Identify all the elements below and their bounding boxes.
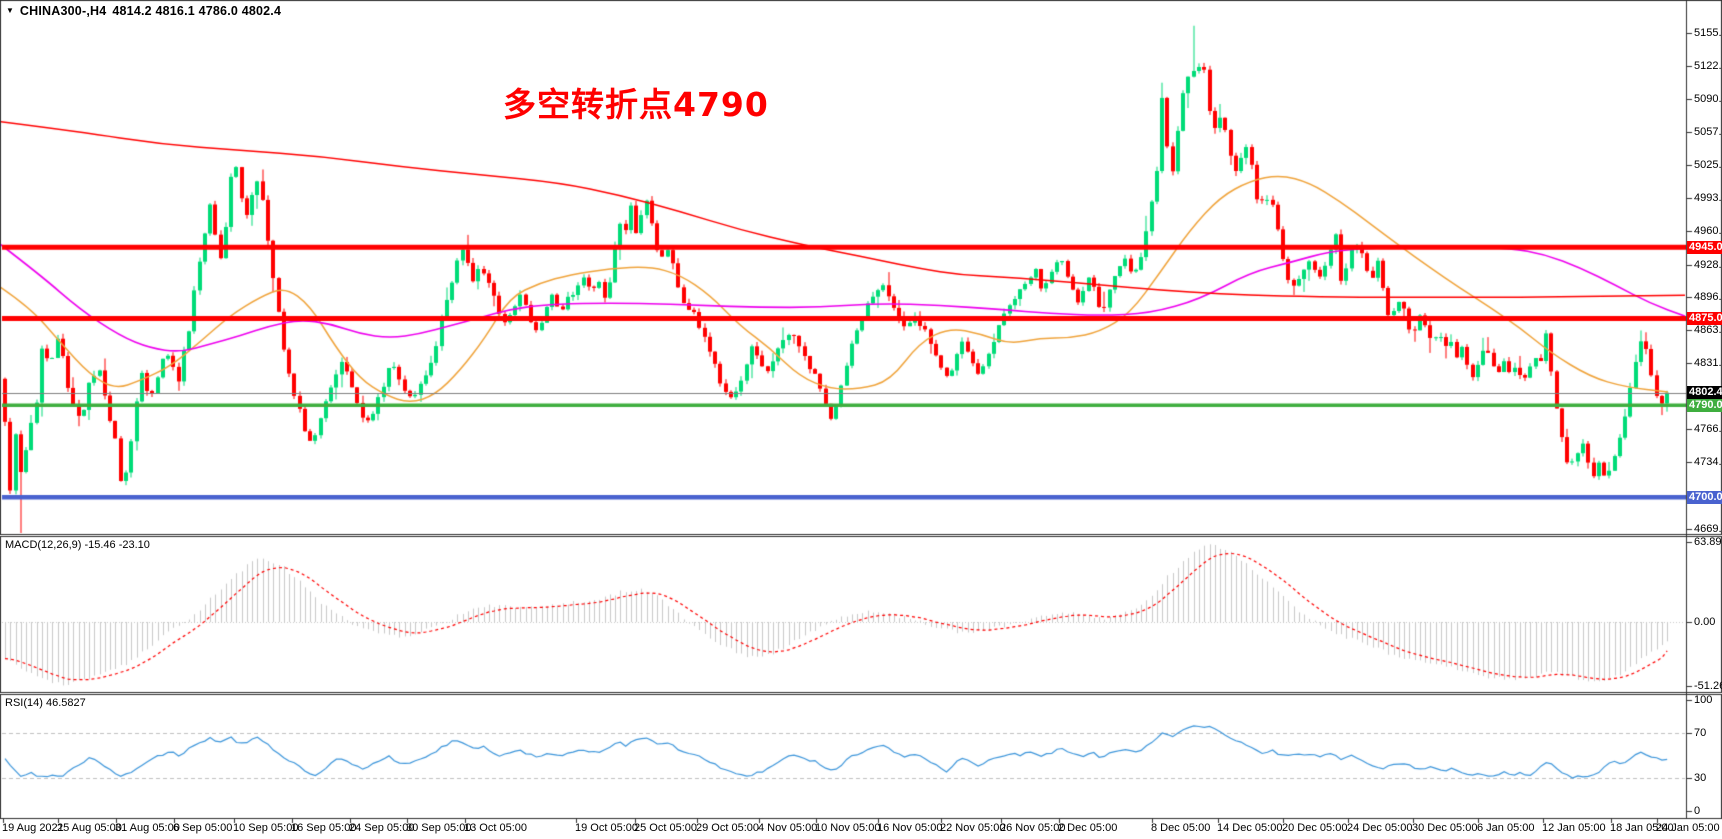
rsi-tick-label: 30 bbox=[1694, 771, 1707, 784]
price-tick-label: 4960.5 bbox=[1694, 225, 1722, 238]
date-label: 6 Jan 05:00 bbox=[1477, 822, 1535, 834]
price-badge-4945.0: 4945.0 bbox=[1687, 240, 1722, 254]
price-tick-label: 5122.5 bbox=[1694, 60, 1722, 73]
date-label: 4 Nov 05:00 bbox=[758, 822, 818, 834]
price-badge-4700.0: 4700.0 bbox=[1687, 490, 1722, 504]
price-tick-label: 4766.5 bbox=[1694, 423, 1722, 436]
date-label: 22 Nov 05:00 bbox=[940, 822, 1006, 834]
rsi-tick-label: 70 bbox=[1694, 727, 1707, 740]
price-tick-label: 5025.5 bbox=[1694, 159, 1722, 172]
date-label: 13 Oct 05:00 bbox=[464, 822, 527, 834]
date-label: 19 Oct 05:00 bbox=[575, 822, 638, 834]
date-label: 30 Sep 05:00 bbox=[406, 822, 472, 834]
date-label: 16 Sep 05:00 bbox=[291, 822, 357, 834]
date-label: 29 Oct 05:00 bbox=[696, 822, 759, 834]
price-tick-label: 5057.5 bbox=[1694, 126, 1722, 139]
text-annotation[interactable]: 多空转折点4790 bbox=[503, 85, 769, 124]
date-label: 10 Nov 05:00 bbox=[815, 822, 881, 834]
date-label: 24 Dec 05:00 bbox=[1347, 822, 1413, 834]
price-tick-label: 4993.0 bbox=[1694, 192, 1722, 205]
price-tick-label: 4896.0 bbox=[1694, 291, 1722, 304]
ohlc-values: 4814.2 4816.1 4786.0 4802.4 bbox=[112, 4, 282, 18]
date-label: 2 Dec 05:00 bbox=[1058, 822, 1118, 834]
date-label: 19 Aug 2021 bbox=[2, 822, 64, 834]
macd-tick-label: -51.26 bbox=[1694, 680, 1722, 693]
symbol-timeframe-label: CHINA300-,H4 bbox=[19, 4, 107, 18]
price-badge-4875.0: 4875.0 bbox=[1687, 312, 1722, 326]
date-label: 14 Dec 05:00 bbox=[1217, 822, 1283, 834]
price-badge-4802.4: 4802.4 bbox=[1687, 386, 1722, 400]
price-tick-label: 4734.0 bbox=[1694, 456, 1722, 469]
date-label: 26 Nov 05:00 bbox=[1000, 822, 1066, 834]
price-tick-label: 4831.0 bbox=[1694, 357, 1722, 370]
date-label: 31 Aug 05:00 bbox=[115, 822, 180, 834]
date-label: 24 Jan 05:00 bbox=[1656, 822, 1720, 834]
price-tick-label: 4669.0 bbox=[1694, 522, 1722, 535]
macd-indicator-label: MACD(12,26,9) -15.46 -23.10 bbox=[5, 539, 150, 551]
chart-title: ▼ CHINA300-,H4 4814.2 4816.1 4786.0 4802… bbox=[6, 4, 281, 18]
date-label: 25 Aug 05:00 bbox=[57, 822, 122, 834]
symbol-dropdown-icon[interactable]: ▼ bbox=[6, 6, 14, 15]
date-label: 6 Sep 05:00 bbox=[173, 822, 233, 834]
price-tick-label: 4928.0 bbox=[1694, 258, 1722, 271]
date-label: 25 Oct 05:00 bbox=[634, 822, 697, 834]
price-tick-label: 4863.5 bbox=[1694, 324, 1722, 337]
macd-tick-label: 63.89 bbox=[1694, 536, 1722, 549]
date-label: 30 Dec 05:00 bbox=[1412, 822, 1478, 834]
date-label: 12 Jan 05:00 bbox=[1542, 822, 1606, 834]
date-label: 10 Sep 05:00 bbox=[233, 822, 299, 834]
macd-tick-label: 0.00 bbox=[1694, 616, 1716, 628]
date-label: 20 Dec 05:00 bbox=[1282, 822, 1348, 834]
price-badge-4790.0: 4790.0 bbox=[1687, 398, 1722, 412]
date-label: 16 Nov 05:00 bbox=[877, 822, 943, 834]
date-label: 18 Jan 05:00 bbox=[1610, 822, 1674, 834]
rsi-tick-label: 0 bbox=[1694, 805, 1701, 817]
price-tick-label: 5155.0 bbox=[1694, 26, 1722, 39]
rsi-tick-label: 100 bbox=[1694, 694, 1713, 706]
date-label: 8 Dec 05:00 bbox=[1151, 822, 1211, 834]
price-tick-label: 5090.0 bbox=[1694, 93, 1722, 106]
date-label: 24 Sep 05:00 bbox=[349, 822, 415, 834]
rsi-indicator-label: RSI(14) 46.5827 bbox=[5, 697, 86, 709]
